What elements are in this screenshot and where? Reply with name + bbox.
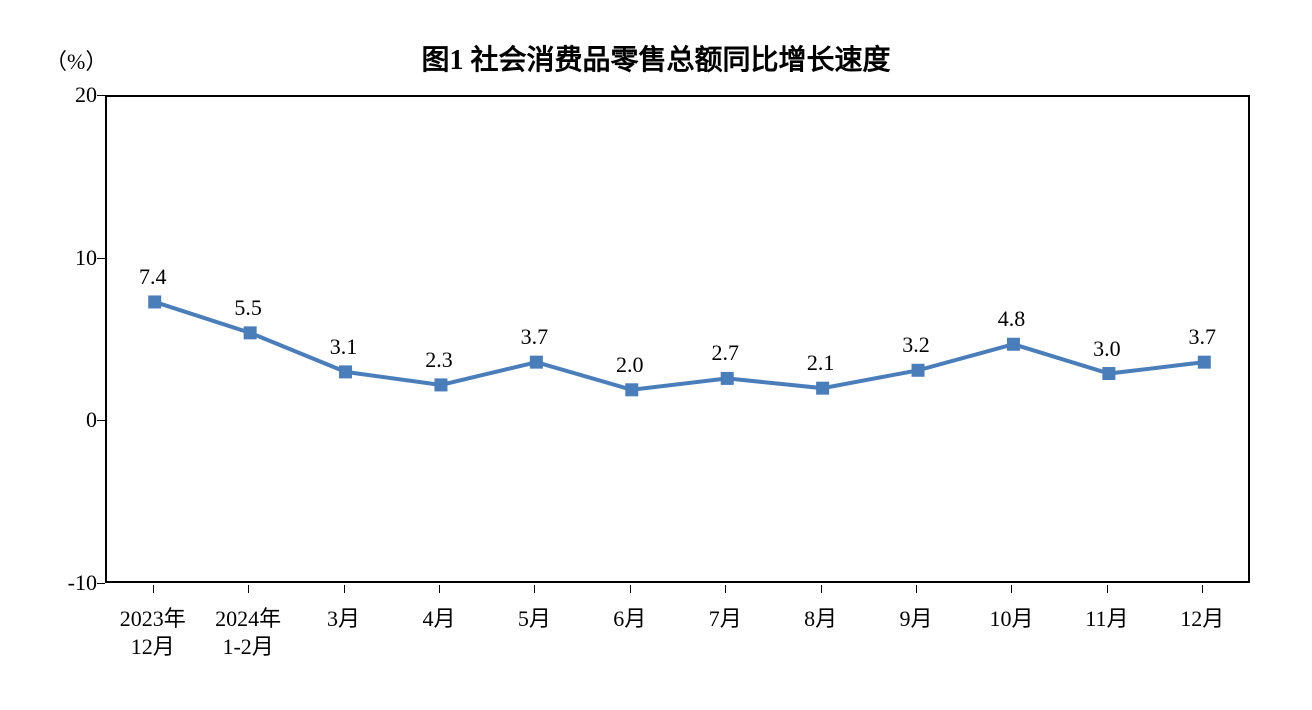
data-marker <box>1007 338 1019 350</box>
x-tick-mark <box>1011 585 1012 593</box>
x-tick-mark <box>439 585 440 593</box>
data-marker <box>1198 356 1210 368</box>
x-tick-label: 12月 <box>1142 605 1262 633</box>
data-label: 2.1 <box>791 350 851 376</box>
y-tick-mark <box>97 583 105 584</box>
x-tick-mark <box>534 585 535 593</box>
x-tick-mark <box>821 585 822 593</box>
data-marker <box>530 356 542 368</box>
data-marker <box>244 327 256 339</box>
data-label: 4.8 <box>981 306 1041 332</box>
data-label: 2.3 <box>409 347 469 373</box>
data-label: 3.0 <box>1077 336 1137 362</box>
x-tick-mark <box>916 585 917 593</box>
data-marker <box>626 384 638 396</box>
data-marker <box>817 382 829 394</box>
data-label: 5.5 <box>218 295 278 321</box>
x-tick-mark <box>153 585 154 593</box>
x-tick-mark <box>725 585 726 593</box>
y-tick-label: 0 <box>47 407 97 433</box>
x-tick-mark <box>1202 585 1203 593</box>
data-label: 3.1 <box>314 334 374 360</box>
data-marker <box>340 366 352 378</box>
data-marker <box>721 372 733 384</box>
data-label: 2.0 <box>600 352 660 378</box>
x-tick-mark <box>630 585 631 593</box>
data-label: 2.7 <box>695 340 755 366</box>
data-marker <box>149 296 161 308</box>
data-label: 7.4 <box>123 264 183 290</box>
series-line <box>155 302 1205 390</box>
chart-container: 图1 社会消费品零售总额同比增长速度 （%） -10010202023年 12月… <box>0 0 1312 710</box>
x-tick-mark <box>1107 585 1108 593</box>
data-label: 3.2 <box>886 332 946 358</box>
data-label: 3.7 <box>504 324 564 350</box>
y-tick-label: -10 <box>47 570 97 596</box>
data-label: 3.7 <box>1172 324 1232 350</box>
y-tick-label: 20 <box>47 82 97 108</box>
y-tick-label: 10 <box>47 245 97 271</box>
x-tick-mark <box>344 585 345 593</box>
data-marker <box>435 379 447 391</box>
chart-title: 图1 社会消费品零售总额同比增长速度 <box>0 38 1312 78</box>
data-marker <box>912 364 924 376</box>
y-tick-mark <box>97 258 105 259</box>
y-axis-unit-label: （%） <box>45 44 107 76</box>
data-marker <box>1103 368 1115 380</box>
x-tick-mark <box>248 585 249 593</box>
y-tick-mark <box>97 420 105 421</box>
y-tick-mark <box>97 95 105 96</box>
